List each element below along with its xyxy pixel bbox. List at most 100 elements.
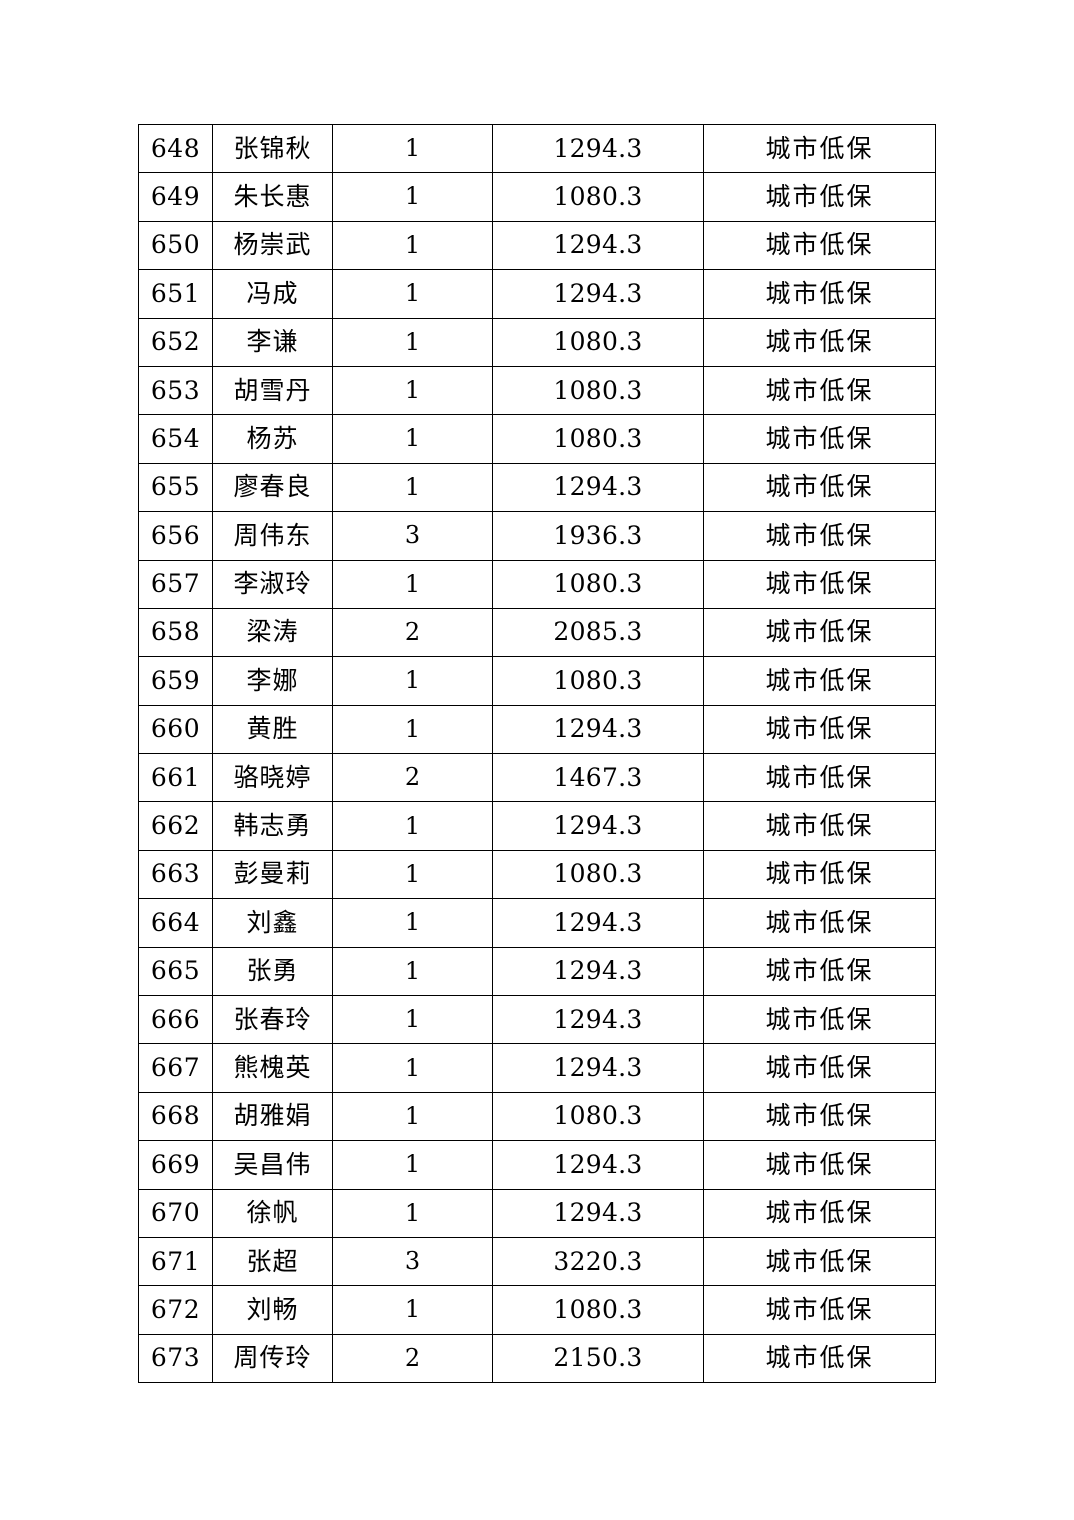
cell-assistance-category: 城市低保 <box>703 123 936 174</box>
cell-subsidy-amount: 1080.3 <box>492 849 704 900</box>
cell-assistance-category: 城市低保 <box>703 1043 936 1093</box>
cell-subsidy-amount: 1080.3 <box>492 365 704 416</box>
cell-household-size: 1 <box>332 1140 493 1190</box>
cell-sequence-number: 662 <box>138 801 213 851</box>
cell-sequence-number: 651 <box>138 269 213 319</box>
cell-household-size: 1 <box>332 414 493 464</box>
cell-assistance-category: 城市低保 <box>703 801 936 851</box>
cell-household-size: 1 <box>332 172 493 222</box>
cell-sequence-number: 663 <box>138 849 213 900</box>
cell-recipient-name: 骆晓婷 <box>212 753 333 803</box>
cell-sequence-number: 648 <box>138 123 213 174</box>
cell-sequence-number: 673 <box>138 1333 213 1384</box>
cell-recipient-name: 刘鑫 <box>212 898 333 948</box>
cell-sequence-number: 654 <box>138 414 213 464</box>
cell-subsidy-amount: 1080.3 <box>492 172 704 222</box>
cell-sequence-number: 671 <box>138 1236 213 1287</box>
cell-subsidy-amount: 1080.3 <box>492 559 704 609</box>
cell-recipient-name: 胡雅娟 <box>212 1091 333 1142</box>
cell-subsidy-amount: 3220.3 <box>492 1236 704 1287</box>
table-row: 672 刘畅 1 1080.3 城市低保 <box>138 1285 936 1335</box>
table-row: 656 周伟东 3 1936.3 城市低保 <box>138 511 936 561</box>
cell-assistance-category: 城市低保 <box>703 414 936 464</box>
cell-subsidy-amount: 1294.3 <box>492 1188 704 1238</box>
cell-subsidy-amount: 1294.3 <box>492 123 704 174</box>
cell-assistance-category: 城市低保 <box>703 946 936 997</box>
cell-subsidy-amount: 1294.3 <box>492 898 704 948</box>
cell-household-size: 1 <box>332 801 493 851</box>
table-row: 653 胡雪丹 1 1080.3 城市低保 <box>138 365 936 416</box>
table-row: 655 廖春良 1 1294.3 城市低保 <box>138 462 936 513</box>
table-row: 657 李淑玲 1 1080.3 城市低保 <box>138 559 936 609</box>
cell-subsidy-amount: 1080.3 <box>492 1091 704 1142</box>
cell-sequence-number: 659 <box>138 656 213 706</box>
cell-subsidy-amount: 1294.3 <box>492 1140 704 1190</box>
cell-assistance-category: 城市低保 <box>703 1188 936 1238</box>
cell-recipient-name: 张勇 <box>212 946 333 997</box>
cell-recipient-name: 吴昌伟 <box>212 1140 333 1190</box>
cell-assistance-category: 城市低保 <box>703 704 936 755</box>
cell-household-size: 1 <box>332 704 493 755</box>
cell-assistance-category: 城市低保 <box>703 365 936 416</box>
cell-recipient-name: 张春玲 <box>212 995 333 1045</box>
cell-assistance-category: 城市低保 <box>703 559 936 609</box>
table-row: 662 韩志勇 1 1294.3 城市低保 <box>138 801 936 851</box>
cell-recipient-name: 李谦 <box>212 317 333 367</box>
cell-recipient-name: 张锦秋 <box>212 123 333 174</box>
cell-assistance-category: 城市低保 <box>703 607 936 658</box>
cell-recipient-name: 徐帆 <box>212 1188 333 1238</box>
cell-sequence-number: 649 <box>138 172 213 222</box>
cell-recipient-name: 朱长惠 <box>212 172 333 222</box>
cell-household-size: 1 <box>332 898 493 948</box>
cell-household-size: 2 <box>332 753 493 803</box>
cell-subsidy-amount: 1080.3 <box>492 317 704 367</box>
table-row: 663 彭曼莉 1 1080.3 城市低保 <box>138 849 936 900</box>
cell-sequence-number: 657 <box>138 559 213 609</box>
table-row: 665 张勇 1 1294.3 城市低保 <box>138 946 936 997</box>
cell-recipient-name: 张超 <box>212 1236 333 1287</box>
cell-household-size: 1 <box>332 220 493 271</box>
cell-recipient-name: 熊槐英 <box>212 1043 333 1093</box>
cell-recipient-name: 杨崇武 <box>212 220 333 271</box>
cell-household-size: 1 <box>332 1188 493 1238</box>
table-row: 654 杨苏 1 1080.3 城市低保 <box>138 414 936 464</box>
cell-assistance-category: 城市低保 <box>703 269 936 319</box>
cell-household-size: 1 <box>332 317 493 367</box>
cell-recipient-name: 韩志勇 <box>212 801 333 851</box>
cell-assistance-category: 城市低保 <box>703 1091 936 1142</box>
cell-sequence-number: 672 <box>138 1285 213 1335</box>
table-row: 673 周传玲 2 2150.3 城市低保 <box>138 1333 936 1384</box>
cell-recipient-name: 周伟东 <box>212 511 333 561</box>
cell-assistance-category: 城市低保 <box>703 172 936 222</box>
cell-household-size: 1 <box>332 559 493 609</box>
cell-household-size: 1 <box>332 946 493 997</box>
cell-household-size: 1 <box>332 269 493 319</box>
cell-subsidy-amount: 2085.3 <box>492 607 704 658</box>
cell-assistance-category: 城市低保 <box>703 1285 936 1335</box>
cell-sequence-number: 658 <box>138 607 213 658</box>
cell-sequence-number: 653 <box>138 365 213 416</box>
table-row: 660 黄胜 1 1294.3 城市低保 <box>138 704 936 755</box>
cell-recipient-name: 李淑玲 <box>212 559 333 609</box>
cell-subsidy-amount: 1294.3 <box>492 801 704 851</box>
table-row: 649 朱长惠 1 1080.3 城市低保 <box>138 172 936 222</box>
cell-subsidy-amount: 1080.3 <box>492 656 704 706</box>
cell-subsidy-amount: 1294.3 <box>492 462 704 513</box>
table-row: 648 张锦秋 1 1294.3 城市低保 <box>138 123 936 174</box>
cell-subsidy-amount: 1080.3 <box>492 414 704 464</box>
roster-table-container: 648 张锦秋 1 1294.3 城市低保 649 朱长惠 1 1080.3 城市低保 650 杨崇武… <box>138 123 936 1384</box>
cell-household-size: 1 <box>332 462 493 513</box>
table-row: 652 李谦 1 1080.3 城市低保 <box>138 317 936 367</box>
table-row: 668 胡雅娟 1 1080.3 城市低保 <box>138 1091 936 1142</box>
cell-household-size: 2 <box>332 607 493 658</box>
cell-household-size: 1 <box>332 656 493 706</box>
cell-subsidy-amount: 1294.3 <box>492 946 704 997</box>
cell-subsidy-amount: 2150.3 <box>492 1333 704 1384</box>
table-row: 670 徐帆 1 1294.3 城市低保 <box>138 1188 936 1238</box>
cell-household-size: 1 <box>332 123 493 174</box>
cell-sequence-number: 652 <box>138 317 213 367</box>
cell-subsidy-amount: 1294.3 <box>492 1043 704 1093</box>
table-row: 664 刘鑫 1 1294.3 城市低保 <box>138 898 936 948</box>
cell-assistance-category: 城市低保 <box>703 317 936 367</box>
